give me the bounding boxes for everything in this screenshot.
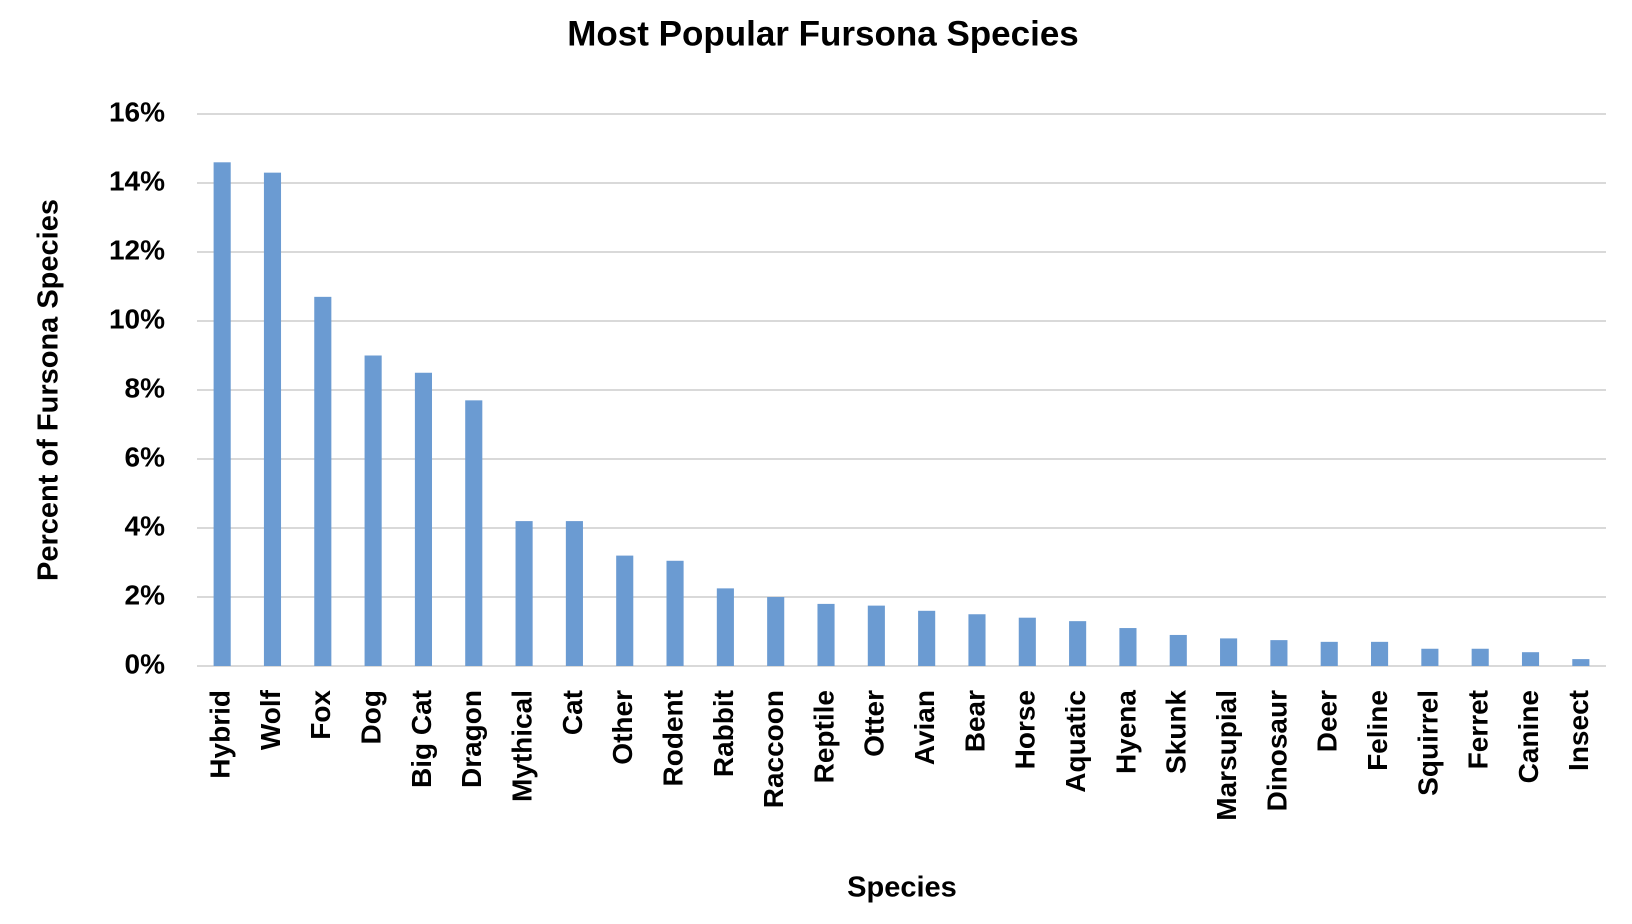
x-tick-label: Raccoon xyxy=(758,690,789,808)
x-tick-label: Rabbit xyxy=(708,690,739,777)
y-tick-label: 4% xyxy=(125,510,166,541)
bar xyxy=(364,355,382,666)
x-tick-label: Canine xyxy=(1513,690,1544,783)
x-tick-label: Insect xyxy=(1563,690,1594,771)
bar xyxy=(1119,628,1137,666)
bar xyxy=(1169,634,1187,666)
bar xyxy=(968,614,986,666)
x-tick-label: Hyena xyxy=(1110,690,1141,774)
x-tick-label: Horse xyxy=(1010,690,1041,769)
bar xyxy=(314,296,332,666)
x-tick-label: Dragon xyxy=(456,690,487,788)
x-tick-label: Big Cat xyxy=(406,690,437,788)
bar xyxy=(817,603,835,666)
bar xyxy=(1521,652,1540,666)
y-tick-label: 6% xyxy=(125,441,166,472)
x-tick-label: Squirrel xyxy=(1412,690,1443,796)
x-tick-label: Ferret xyxy=(1463,690,1494,769)
x-tick-label: Fox xyxy=(305,690,336,740)
bar xyxy=(1320,641,1338,666)
bar xyxy=(716,588,734,666)
x-tick-label: Bear xyxy=(959,690,990,752)
y-tick-label: 8% xyxy=(125,372,166,403)
y-axis-label: Percent of Fursona Species xyxy=(33,199,65,581)
x-tick-label: Reptile xyxy=(808,690,839,783)
bar xyxy=(1421,648,1439,666)
x-tick-label: Rodent xyxy=(657,690,688,786)
chart-title: Most Popular Fursona Species xyxy=(567,14,1079,53)
bar xyxy=(767,597,785,666)
x-tick-label: Skunk xyxy=(1161,690,1192,774)
x-tick-label: Cat xyxy=(557,690,588,735)
bar xyxy=(918,610,936,666)
bar xyxy=(666,560,684,666)
bar xyxy=(465,400,483,666)
y-tick-label: 12% xyxy=(109,234,165,265)
bar xyxy=(213,162,231,667)
x-axis-label: Species xyxy=(847,872,957,904)
y-tick-label: 14% xyxy=(109,165,165,196)
bar xyxy=(414,372,433,666)
y-tick-label: 0% xyxy=(125,648,166,679)
bar xyxy=(1270,640,1288,666)
x-tick-label: Dog xyxy=(356,690,387,744)
y-tick-label: 10% xyxy=(109,303,165,334)
x-tick-label: Avian xyxy=(909,690,940,765)
bar xyxy=(616,555,634,666)
bar xyxy=(867,605,885,666)
y-tick-label: 2% xyxy=(125,579,166,610)
bar xyxy=(565,521,583,666)
x-tick-label: Wolf xyxy=(255,689,286,750)
bar xyxy=(515,521,533,666)
x-tick-label: Deer xyxy=(1312,690,1343,752)
bar xyxy=(1370,641,1389,666)
x-tick-label: Hybrid xyxy=(205,690,236,779)
bar xyxy=(1572,659,1590,666)
x-tick-label: Other xyxy=(607,690,638,765)
x-tick-label: Aquatic xyxy=(1060,690,1091,793)
x-tick-label: Dinosaur xyxy=(1261,690,1292,811)
bar xyxy=(1471,648,1489,666)
x-tick-label: Mythical xyxy=(506,690,537,802)
bar xyxy=(263,172,282,666)
x-tick-label: Feline xyxy=(1362,690,1393,771)
bar xyxy=(1220,638,1238,666)
bar xyxy=(1069,621,1087,666)
x-tick-label: Marsupial xyxy=(1211,690,1242,821)
bar xyxy=(1018,617,1036,666)
y-tick-label: 16% xyxy=(109,96,165,127)
x-tick-label: Otter xyxy=(859,690,890,757)
